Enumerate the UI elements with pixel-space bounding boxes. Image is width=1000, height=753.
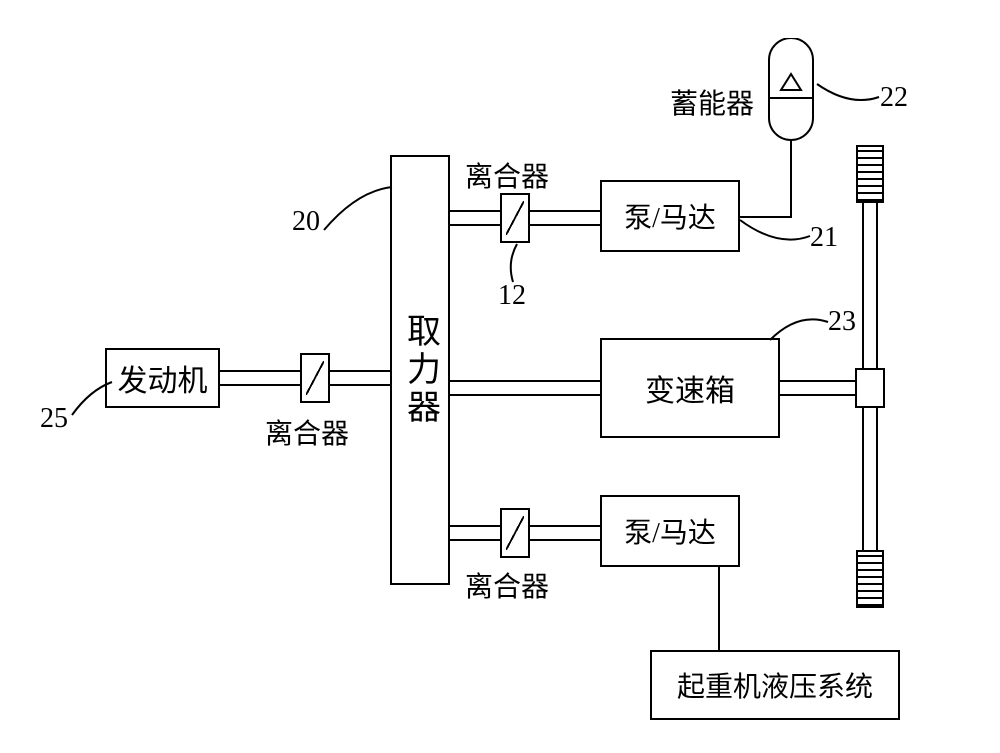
pump-motor-top-block: 泵/马达 [600,180,740,252]
crane-system-label: 起重机液压系统 [677,665,873,705]
shaft-engine-clutch-bot [220,384,300,386]
shaft-engine-clutch-top [220,370,300,372]
shaft-pto-clutchbot-a [450,525,500,527]
wheel-bottom [856,550,884,608]
pipe-pump-accum-v [790,140,792,218]
shaft-clutchtop-pump-a [530,210,600,212]
pump-motor-bottom-block: 泵/马达 [600,495,740,567]
clutch-bottom-label: 离合器 [465,565,549,605]
axle-hub [855,368,885,408]
gearbox-label: 变速箱 [645,366,735,410]
clutch-top-label: 离合器 [465,155,549,195]
pipe-pump2-crane [718,567,720,650]
ref-22: 22 [880,82,908,114]
accumulator-icon [766,38,816,142]
crane-system-block: 起重机液压系统 [650,650,900,720]
leader-21 [738,218,816,248]
clutch-main-label: 离合器 [265,412,349,452]
shaft-clutchtop-pump-b [530,224,600,226]
shaft-pto-gearbox-a [450,380,600,382]
ref-12: 12 [498,280,526,312]
clutch-top-icon [500,193,530,243]
pto-block: 取力器 [390,155,450,585]
shaft-gearbox-axle-a [780,380,858,382]
gearbox-block: 变速箱 [600,338,780,438]
shaft-gearbox-axle-b [780,394,858,396]
clutch-main-icon [300,353,330,403]
pipe-pump-accum-h [740,216,792,218]
clutch-bottom-icon [500,508,530,558]
shaft-clutch-pto-top [330,370,390,372]
shaft-clutch-pto-bot [330,384,390,386]
ref-23: 23 [828,306,856,338]
shaft-pto-clutchtop-a [450,210,500,212]
pto-label: 取力器 [396,313,445,427]
shaft-pto-clutchbot-b [450,539,500,541]
shaft-clutchbot-pump-a [530,525,600,527]
axle-left-b [862,408,864,553]
pump-motor-bottom-label: 泵/马达 [624,511,716,551]
ref-20: 20 [292,206,320,238]
wheel-top [856,145,884,203]
ref-25: 25 [40,403,68,435]
shaft-pto-gearbox-b [450,394,600,396]
axle-right-b [876,408,878,553]
axle-left [862,200,864,370]
shaft-clutchbot-pump-b [530,539,600,541]
engine-block: 发动机 [105,348,220,408]
engine-label: 发动机 [118,356,208,400]
ref-21: 21 [810,222,838,254]
pump-motor-top-label: 泵/马达 [624,196,716,236]
accumulator-label: 蓄能器 [670,82,754,122]
leader-22 [815,82,885,112]
shaft-pto-clutchtop-b [450,224,500,226]
axle-right [876,200,878,370]
